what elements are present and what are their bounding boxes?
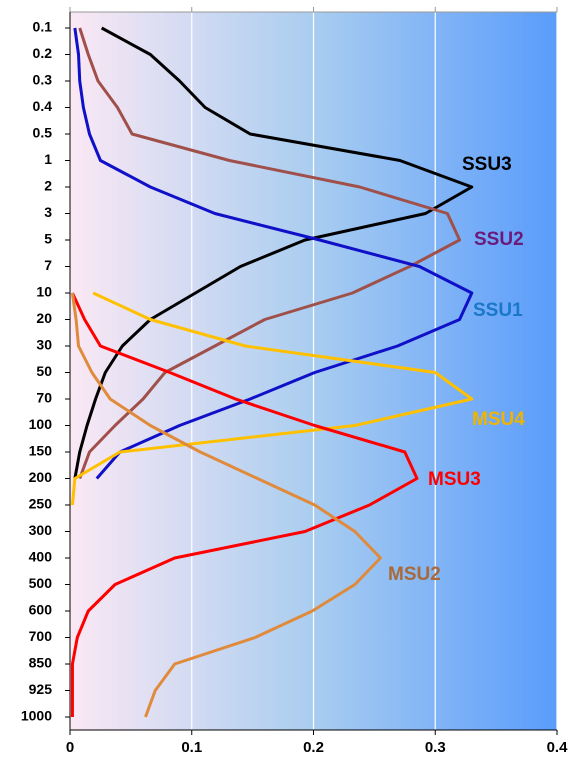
- y-tick-label: 1000: [21, 708, 52, 724]
- y-tick-label: 925: [29, 681, 53, 697]
- y-tick-label: 100: [29, 416, 53, 432]
- y-tick-label: 30: [36, 337, 52, 353]
- y-tick-label: 300: [29, 522, 53, 538]
- series-line: [70, 291, 474, 506]
- y-tick-label: 0.1: [33, 19, 53, 35]
- y-tick-label: 200: [29, 469, 53, 485]
- series-label: MSU2: [388, 564, 441, 585]
- y-tick-label: 150: [29, 443, 53, 459]
- y-tick-label: 2: [44, 178, 52, 194]
- x-tick-label: 0: [66, 739, 74, 756]
- series-line: [70, 292, 382, 718]
- y-tick-label: 7: [44, 257, 52, 273]
- y-tick-label: 400: [29, 549, 53, 565]
- series-label: SSU2: [474, 229, 524, 250]
- y-tick-label: 0.3: [33, 72, 53, 88]
- y-tick-label: 500: [29, 575, 53, 591]
- y-tick-label: 3: [44, 204, 52, 220]
- x-tick-label: 0.3: [425, 739, 446, 756]
- y-tick-label: 0.5: [33, 125, 53, 141]
- y-tick-label: 5: [44, 231, 52, 247]
- y-tick-label: 20: [36, 310, 52, 326]
- series-line: [73, 26, 474, 479]
- y-tick-label: 1: [44, 151, 52, 167]
- y-tick-label: 0.2: [33, 45, 53, 61]
- y-tick-label: 850: [29, 655, 53, 671]
- y-tick-label: 50: [36, 363, 52, 379]
- series-label: SSU1: [473, 300, 523, 321]
- series-line: [78, 27, 462, 480]
- y-tick-label: 250: [29, 496, 53, 512]
- series-line: [73, 27, 474, 480]
- y-tick-label: 0.4: [33, 98, 53, 114]
- y-tick-label: 700: [29, 628, 53, 644]
- y-tick-label: 10: [36, 284, 52, 300]
- x-tick-label: 0.2: [303, 739, 324, 756]
- x-tick-label: 0.1: [181, 739, 202, 756]
- series-line: [70, 292, 419, 717]
- series-label: MSU4: [472, 409, 525, 430]
- x-tick-label: 0.4: [547, 739, 569, 756]
- y-tick-label: 600: [29, 602, 53, 618]
- series-label: SSU3: [462, 154, 512, 175]
- series-label: MSU3: [428, 469, 481, 490]
- y-tick-label: 70: [36, 390, 52, 406]
